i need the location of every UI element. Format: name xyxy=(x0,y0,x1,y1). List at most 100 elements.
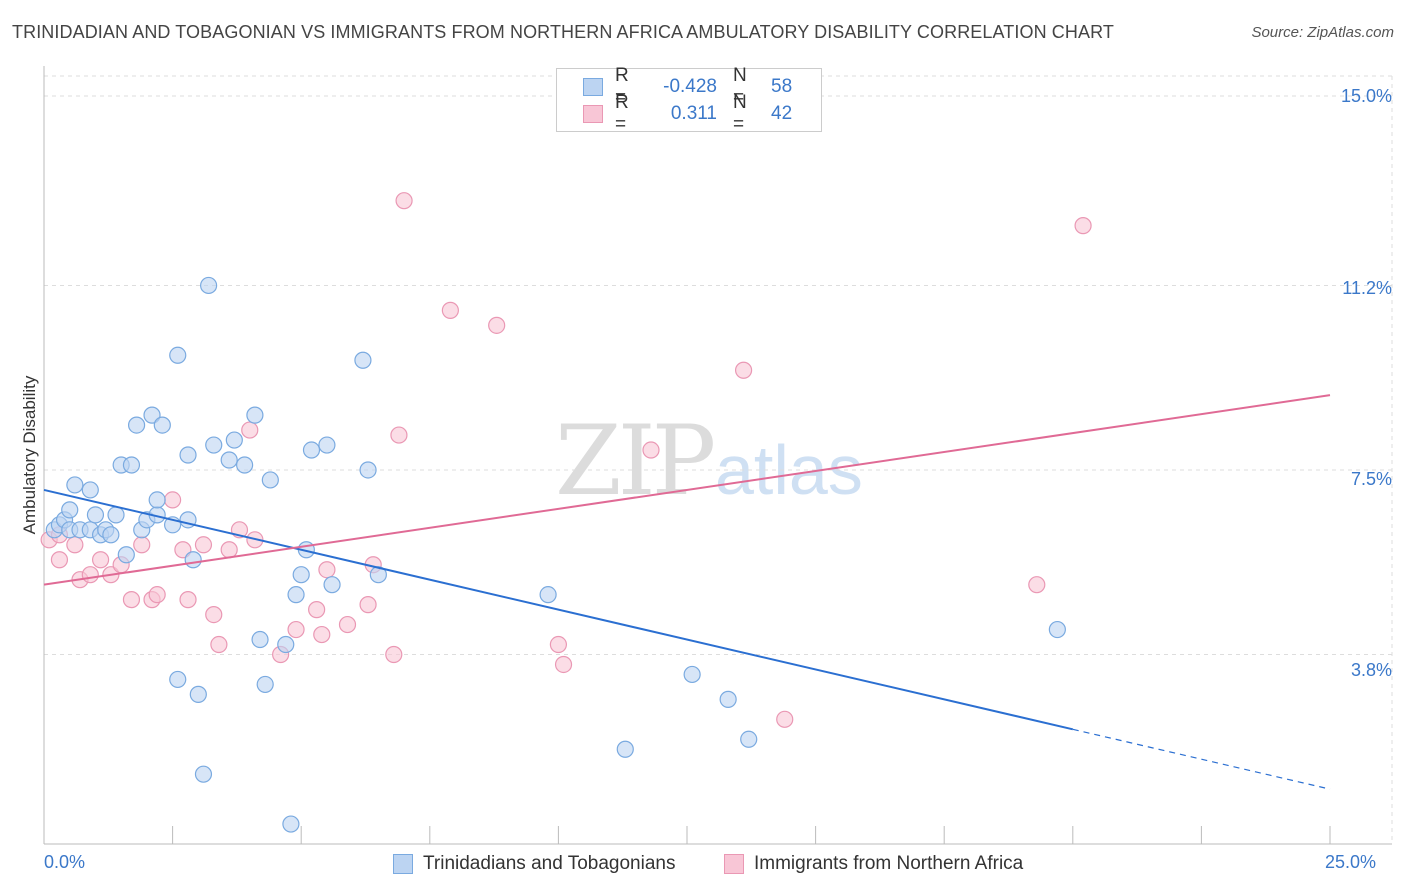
pink-data-point xyxy=(241,421,259,439)
blue-data-point xyxy=(616,740,634,758)
pink-data-point xyxy=(642,441,660,459)
n-value: 42 xyxy=(771,103,793,124)
y-tick-label-15: 15.0% xyxy=(1340,86,1392,106)
blue-data-point xyxy=(246,406,264,424)
pink-data-point xyxy=(81,566,99,584)
pink-data-point xyxy=(174,541,192,559)
pink-data-point xyxy=(164,491,182,509)
blue-data-point xyxy=(740,730,758,748)
blue-data-point xyxy=(1048,620,1066,639)
blue-data-point xyxy=(179,446,197,464)
y-tick-label-7-5: 7.5% xyxy=(1350,469,1392,489)
pink-data-point xyxy=(734,361,753,379)
pink-data-point xyxy=(385,645,403,664)
series-trinidadians-and-tobagonians xyxy=(45,276,1066,833)
chart-title: TRINIDADIAN AND TOBAGONIAN VS IMMIGRANTS… xyxy=(12,22,1114,42)
blue-data-point xyxy=(107,506,125,524)
r-value: 0.311 xyxy=(670,103,717,124)
pink-data-point xyxy=(122,591,141,609)
blue-data-point xyxy=(302,441,321,459)
blue-data-point xyxy=(169,670,187,689)
blue-data-point xyxy=(236,456,254,474)
pink-data-point xyxy=(318,561,336,579)
pink-data-point xyxy=(148,586,166,604)
pink-data-point xyxy=(194,536,213,554)
pink-data-point xyxy=(441,301,459,319)
pink-data-point xyxy=(488,316,506,334)
r-value: -0.428 xyxy=(663,76,717,97)
n-label: N = xyxy=(733,92,747,135)
pink-data-point xyxy=(1028,576,1046,594)
pink-data-point xyxy=(133,536,151,554)
pink-data-point xyxy=(554,655,573,674)
blue-data-point xyxy=(539,586,557,604)
pink-data-point xyxy=(1074,217,1092,235)
blue-data-point xyxy=(318,436,336,454)
blue-data-point xyxy=(220,451,238,469)
series-immigrants-from-northern-africa xyxy=(40,192,1092,728)
legend-item-trinidadians[interactable]: Trinidadians and Tobagonians xyxy=(393,852,675,876)
blue-data-point xyxy=(277,635,295,654)
blue-data-point xyxy=(61,501,79,519)
x-tick-label-max: 25.0% xyxy=(1325,852,1377,872)
blue-data-point xyxy=(359,461,377,479)
blue-data-point xyxy=(66,476,84,494)
source-label: Source: ZipAtlas.com xyxy=(1251,24,1394,41)
blue-data-point xyxy=(200,276,218,295)
blue-data-point xyxy=(194,765,213,783)
pink-data-point xyxy=(390,426,408,444)
blue-square-icon xyxy=(393,854,413,874)
trend-line-trinidadians-extrapolated xyxy=(1072,728,1331,790)
pink-data-point xyxy=(210,635,228,654)
blue-data-point xyxy=(354,351,372,369)
pink-swatch-icon xyxy=(583,105,603,123)
pink-data-point xyxy=(549,635,568,654)
blue-data-point xyxy=(102,526,120,544)
blue-data-point xyxy=(143,406,161,424)
pink-data-point xyxy=(91,551,110,569)
pink-data-point xyxy=(359,596,377,614)
n-value: 58 xyxy=(771,76,793,97)
blue-data-point xyxy=(117,546,135,564)
pink-data-point xyxy=(395,192,413,210)
trend-line-northern-africa xyxy=(43,394,1331,586)
y-tick-label-11-2: 11.2% xyxy=(1342,278,1392,298)
pink-data-point xyxy=(220,541,238,559)
blue-data-point xyxy=(256,675,274,694)
axes-layer xyxy=(43,66,1392,845)
pink-data-point xyxy=(776,710,794,728)
blue-data-point xyxy=(81,481,99,499)
blue-data-point xyxy=(292,566,310,584)
pink-data-point xyxy=(50,551,69,569)
legend-label: Immigrants from Northern Africa xyxy=(754,853,1024,874)
blue-data-point xyxy=(153,416,171,434)
blue-data-point xyxy=(169,346,187,364)
x-tick-label-min: 0.0% xyxy=(44,852,86,872)
blue-data-point xyxy=(251,630,269,649)
blue-data-point xyxy=(323,576,341,594)
blue-data-point xyxy=(719,690,737,708)
blue-data-point xyxy=(683,665,701,684)
blue-data-point xyxy=(225,431,243,449)
pink-data-point xyxy=(313,625,331,644)
pink-data-point xyxy=(179,591,197,609)
blue-data-point xyxy=(282,815,300,833)
pink-data-point xyxy=(338,615,357,634)
blue-data-point xyxy=(127,416,146,434)
legend-label: Trinidadians and Tobagonians xyxy=(423,853,676,874)
n-label: N = xyxy=(733,65,747,108)
blue-data-point xyxy=(184,551,202,569)
legend-item-northern-africa[interactable]: Immigrants from Northern Africa xyxy=(724,852,1023,876)
pink-data-point xyxy=(308,601,326,619)
blue-data-point xyxy=(189,685,207,703)
y-tick-label-3-8: 3.8% xyxy=(1350,660,1392,680)
correlation-stats-box: R = -0.428 N = 58 R = 0.311 N = 42 xyxy=(556,65,822,135)
pink-data-point xyxy=(287,620,305,639)
blue-data-point xyxy=(261,471,279,489)
blue-data-point xyxy=(122,456,141,474)
pink-data-point xyxy=(66,536,84,554)
r-label: R = xyxy=(615,92,629,135)
blue-data-point xyxy=(148,491,166,509)
blue-swatch-icon xyxy=(583,78,603,96)
